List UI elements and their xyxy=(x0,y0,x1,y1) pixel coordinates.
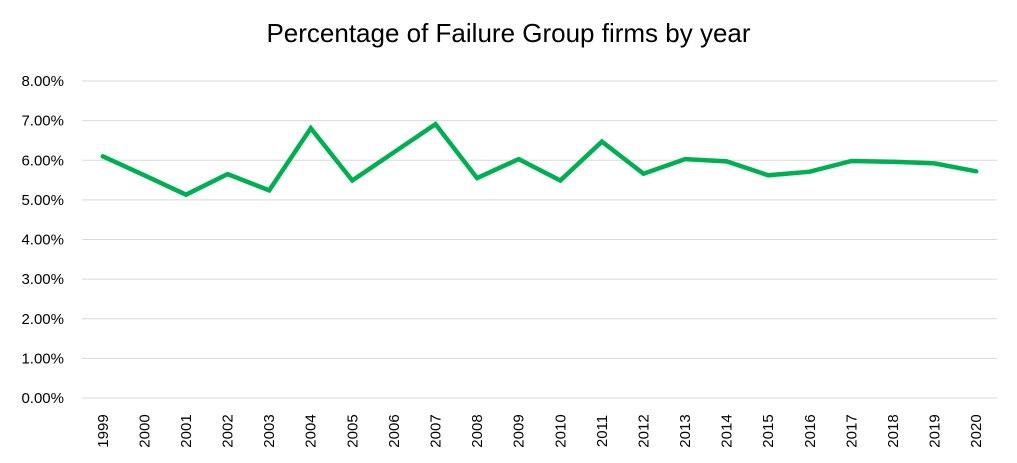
y-axis-tick-labels: 0.00% 1.00% 2.00% 3.00% 4.00% 5.00% 6.00% 7.00%… xyxy=(21,73,64,407)
x-tick-label: 2017 xyxy=(843,414,860,447)
x-tick-label: 2003 xyxy=(261,414,278,447)
x-tick-label: 2006 xyxy=(386,414,403,447)
x-tick-label: 2012 xyxy=(635,414,652,447)
x-tick-label: 2011 xyxy=(594,415,611,447)
y-tick-label: 0.00% xyxy=(21,390,64,407)
x-tick-label: 2016 xyxy=(802,414,819,447)
x-tick-label: 2020 xyxy=(968,414,985,447)
y-tick-label: 3.00% xyxy=(21,271,64,288)
x-axis-tick-labels: 1999 2000 2001 2002 2003 2004 2005 2006 2007 2008… xyxy=(95,414,985,447)
x-tick-label: 2000 xyxy=(136,414,153,447)
x-tick-label: 2001 xyxy=(178,414,195,447)
y-tick-label: 5.00% xyxy=(21,192,64,209)
x-tick-label: 2014 xyxy=(719,414,736,447)
x-tick-label: 1999 xyxy=(95,414,112,447)
y-tick-label: 6.00% xyxy=(21,152,64,169)
x-tick-label: 2013 xyxy=(677,414,694,447)
x-tick-label: 2007 xyxy=(427,414,444,447)
x-tick-label: 2015 xyxy=(760,414,777,447)
x-tick-label: 2005 xyxy=(344,414,361,447)
gridlines xyxy=(82,80,997,399)
x-tick-label: 2002 xyxy=(220,414,237,447)
x-tick-label: 2008 xyxy=(469,414,486,447)
x-tick-label: 2018 xyxy=(885,414,902,447)
y-tick-label: 4.00% xyxy=(21,232,64,249)
y-tick-label: 7.00% xyxy=(21,113,64,130)
series-line xyxy=(100,121,979,198)
x-tick-label: 2019 xyxy=(927,414,944,447)
x-tick-label: 2004 xyxy=(303,414,320,447)
series-layer xyxy=(100,121,979,198)
y-tick-label: 1.00% xyxy=(21,350,64,367)
y-tick-label: 8.00% xyxy=(21,73,64,90)
x-tick-label: 2009 xyxy=(511,414,528,447)
x-tick-label: 2010 xyxy=(552,414,569,447)
chart-title: Percentage of Failure Group firms by yea… xyxy=(266,18,751,48)
y-tick-label: 2.00% xyxy=(21,311,64,328)
